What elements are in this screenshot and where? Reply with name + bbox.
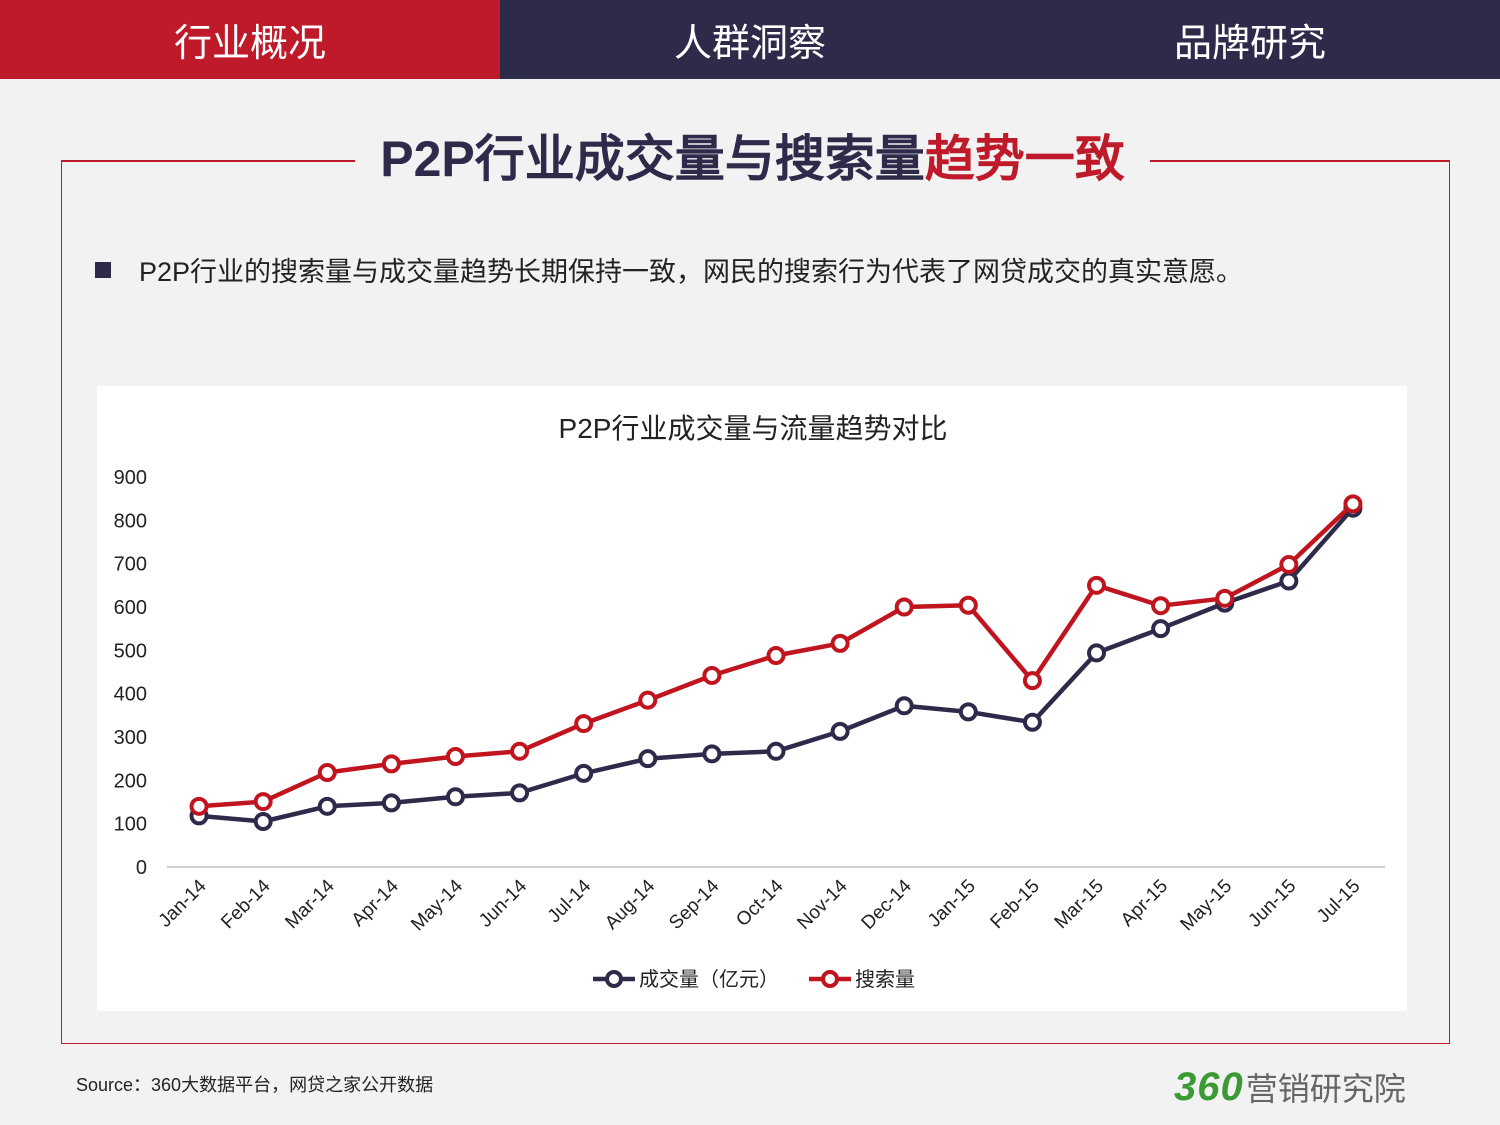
data-point bbox=[381, 793, 401, 813]
x-tick-label: Apr-15 bbox=[1117, 876, 1172, 931]
series-layer bbox=[189, 494, 1363, 831]
data-point bbox=[830, 721, 850, 741]
data-point bbox=[317, 796, 337, 816]
x-tick-label: Jan-14 bbox=[155, 875, 211, 931]
data-point bbox=[510, 783, 530, 803]
x-tick-label: Feb-14 bbox=[217, 875, 275, 933]
legend-marker-icon bbox=[821, 970, 839, 988]
chart-panel: P2P行业成交量与流量趋势对比 0 100 200 300 400 500 600 700 80… bbox=[97, 386, 1407, 1011]
x-tick-label: Apr-14 bbox=[348, 875, 403, 930]
data-point bbox=[702, 665, 722, 685]
data-point bbox=[1151, 619, 1171, 639]
tab-audience-insight[interactable]: 人群洞察 bbox=[500, 0, 1000, 79]
chart-title: P2P行业成交量与流量趋势对比 bbox=[559, 413, 948, 444]
frame-top-line-left bbox=[61, 160, 355, 162]
y-tick-label: 500 bbox=[114, 640, 147, 662]
data-point bbox=[1022, 712, 1042, 732]
data-point bbox=[1279, 571, 1299, 591]
page-title: P2P行业成交量与搜索量趋势一致 bbox=[360, 126, 1145, 192]
legend-label: 搜索量 bbox=[855, 968, 915, 991]
x-tick-label: Sep-14 bbox=[665, 875, 723, 933]
line-chart: P2P行业成交量与流量趋势对比 0 100 200 300 400 500 600 700 80… bbox=[114, 413, 1385, 991]
data-point bbox=[958, 595, 978, 615]
y-tick-label: 200 bbox=[114, 770, 147, 792]
y-tick-label: 800 bbox=[114, 510, 147, 532]
page-title-main: P2P行业成交量与搜索量 bbox=[380, 131, 925, 187]
data-point bbox=[1279, 555, 1299, 575]
data-point bbox=[1087, 643, 1107, 663]
x-tick-label: Jun-14 bbox=[475, 875, 531, 931]
x-tick-label: Nov-14 bbox=[793, 875, 851, 933]
x-tick-label: May-15 bbox=[1177, 876, 1237, 936]
data-point bbox=[253, 792, 273, 812]
y-tick-label: 100 bbox=[114, 814, 147, 836]
frame-top-line-right bbox=[1150, 160, 1450, 162]
x-tick-label: Jun-15 bbox=[1244, 876, 1300, 932]
y-tick-label: 300 bbox=[114, 727, 147, 749]
data-point bbox=[1022, 671, 1042, 691]
x-tick-label: Dec-14 bbox=[858, 875, 916, 933]
data-point bbox=[830, 633, 850, 653]
data-point bbox=[766, 741, 786, 761]
x-tick-label: Feb-15 bbox=[987, 876, 1044, 933]
page-title-highlight: 趋势一致 bbox=[924, 131, 1125, 187]
y-tick-label: 700 bbox=[114, 554, 147, 576]
y-tick-label: 400 bbox=[114, 684, 147, 706]
data-point bbox=[253, 812, 273, 831]
data-point bbox=[317, 763, 337, 783]
data-point bbox=[958, 702, 978, 722]
bullet-square-icon bbox=[95, 261, 111, 278]
legend-label: 成交量（亿元） bbox=[639, 968, 779, 991]
x-tick-label: Jul-15 bbox=[1313, 876, 1364, 927]
y-tick-label: 600 bbox=[114, 597, 147, 619]
top-nav: 行业概况 人群洞察 品牌研究 bbox=[0, 0, 1500, 79]
x-tick-label: Mar-15 bbox=[1051, 876, 1108, 933]
brand-logo: 360 营销研究院 bbox=[1174, 1064, 1406, 1110]
data-point bbox=[702, 744, 722, 764]
data-point bbox=[574, 714, 594, 734]
data-point bbox=[1215, 588, 1235, 608]
x-tick-label: Jul-14 bbox=[544, 875, 596, 927]
x-tick-label: May-14 bbox=[407, 875, 467, 935]
data-point bbox=[766, 646, 786, 666]
tab-brand-research[interactable]: 品牌研究 bbox=[1000, 0, 1500, 79]
data-point bbox=[445, 747, 465, 766]
bullet-point: P2P行业的搜索量与成交量趋势长期保持一致，网民的搜索行为代表了网贷成交的真实意… bbox=[95, 250, 1243, 289]
logo-text: 营销研究院 bbox=[1245, 1071, 1406, 1107]
chart-legend: 成交量（亿元） 搜索量 bbox=[593, 968, 915, 991]
content-frame bbox=[61, 160, 1450, 1044]
data-point bbox=[381, 754, 401, 774]
x-tick-label: Oct-14 bbox=[732, 875, 787, 930]
data-point bbox=[894, 696, 914, 716]
y-tick-label: 0 bbox=[136, 857, 147, 879]
data-point bbox=[510, 741, 530, 761]
source-note: Source：360大数据平台，网贷之家公开数据 bbox=[76, 1075, 434, 1095]
data-point bbox=[894, 597, 914, 617]
data-point bbox=[638, 690, 658, 710]
logo-number: 360 bbox=[1174, 1065, 1244, 1109]
x-tick-label: Aug-14 bbox=[601, 875, 659, 933]
data-point bbox=[638, 749, 658, 769]
x-tick-label: Jan-15 bbox=[924, 876, 980, 932]
bullet-text: P2P行业的搜索量与成交量趋势长期保持一致，网民的搜索行为代表了网贷成交的真实意… bbox=[139, 257, 1244, 287]
x-tick-label: Mar-14 bbox=[281, 875, 339, 933]
data-point bbox=[574, 763, 594, 783]
data-point bbox=[1087, 575, 1107, 595]
data-point bbox=[445, 787, 465, 807]
data-point bbox=[1151, 596, 1171, 616]
y-axis: 0 100 200 300 400 500 600 700 800 900 bbox=[114, 467, 147, 879]
data-point bbox=[189, 796, 209, 816]
data-point bbox=[1343, 494, 1363, 514]
legend-marker-icon bbox=[605, 970, 623, 988]
y-tick-label: 900 bbox=[114, 467, 147, 489]
x-axis: Jan-14 Feb-14 Mar-14 Apr-14 May-14 Jun-14 Jul-… bbox=[155, 866, 1385, 936]
tab-industry-overview[interactable]: 行业概况 bbox=[0, 0, 500, 79]
